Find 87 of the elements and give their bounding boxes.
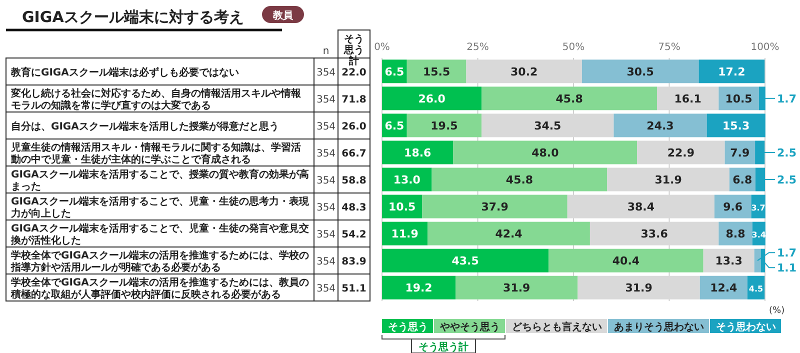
data-label: 3.4 (752, 230, 766, 240)
text: どちらとも言えない (512, 321, 602, 333)
data-label: 6.5 (384, 119, 404, 132)
data-label: 31.9 (625, 282, 652, 295)
x-tick-label: 50% (562, 42, 585, 53)
data-label: 2.5 (777, 174, 796, 186)
data-label: 19.2 (405, 282, 432, 295)
data-label: 1.7 (777, 92, 796, 106)
text: 58.8 (342, 176, 366, 186)
data-label: 9.6 (723, 200, 743, 214)
data-label: 30.2 (510, 65, 538, 78)
data-label: 1.7 (777, 246, 796, 260)
data-label: 16.1 (674, 92, 702, 106)
data-label: 38.4 (627, 200, 655, 214)
data-label: 3.7 (751, 204, 766, 213)
data-label: 18.6 (404, 146, 432, 160)
x-tick-label: 100% (750, 42, 780, 53)
y-tick-label: 自分は、GIGAスクール端末を活用した授業が得意だと思う (11, 120, 279, 132)
data-label: 6.5 (384, 65, 404, 78)
data-label: 45.8 (506, 174, 534, 186)
text: (%) (769, 306, 785, 316)
data-label: 4.5 (748, 284, 764, 294)
data-label: 40.4 (612, 254, 640, 268)
text: 22.0 (342, 68, 366, 78)
data-label: 17.2 (718, 65, 746, 78)
y-tick-label: 学校全体でGIGAスクール端末の活用を推進するためには、教員の積極的な取組が人事評価や校内評価に反映される必要がある (10, 276, 309, 300)
text: そう思わない (716, 321, 776, 333)
data-label: 48.0 (532, 146, 560, 160)
data-label: 12.4 (710, 282, 738, 295)
data-label: 2.5 (777, 146, 796, 160)
data-label: 22.9 (667, 146, 694, 160)
x-tick-label: 0% (374, 42, 390, 53)
data-label: 42.4 (495, 228, 523, 241)
text: そう思う計 (418, 341, 468, 353)
text: 26.0 (342, 122, 366, 132)
label-badge: 教員 (262, 6, 304, 23)
text: 354 (316, 202, 336, 214)
y-tick-label: 変化し続ける社会に対応するため、自身の情報活用スキルや情報モラルの知識を常に学び直すのは大変である (10, 88, 302, 112)
data-label: 15.3 (722, 119, 750, 132)
y-tick-label: GIGAスクール端末を活用することで、授業の質や教育の効果が高まった (11, 168, 309, 192)
text: そう思う (388, 321, 428, 333)
text: 51.1 (342, 284, 366, 294)
text: 354 (316, 122, 336, 132)
y-tick-label: 教育にGIGAスクール端末は必ずしも必要ではない (10, 66, 239, 78)
y-tick-label: GIGAスクール端末を活用することで、児童・生徒の発言や意見交換が活性化した (10, 222, 309, 246)
text: 54.2 (342, 230, 366, 240)
text: 83.9 (342, 256, 366, 268)
text: GIGAスクール端末に対する考え (22, 8, 244, 26)
text: 66.7 (342, 148, 366, 160)
text: ややそう思う (439, 321, 500, 333)
y-tick-label: 学校全体でGIGAスクール端末の活用を推進するためには、学校の指導方針や活用ルールが明確である必要がある (10, 250, 309, 274)
x-tick-label: 25% (466, 42, 489, 53)
data-label: 13.0 (393, 174, 421, 186)
text: 354 (316, 68, 336, 78)
text: 354 (316, 284, 336, 294)
data-label: 13.3 (715, 254, 742, 268)
text: 354 (316, 256, 336, 268)
data-label: 11.9 (391, 228, 418, 241)
text: あまりそう思わない (614, 321, 704, 333)
data-label: 26.0 (418, 92, 446, 106)
data-label: 30.5 (626, 65, 654, 78)
text: 354 (316, 176, 336, 186)
y-tick-label: GIGAスクール端末を活用することで、児童・生徒の思考力・表現力が向上した (11, 196, 310, 220)
data-label: 7.9 (730, 146, 750, 160)
text: 354 (316, 230, 336, 240)
data-label: 34.5 (534, 119, 562, 132)
text: 354 (316, 148, 336, 160)
data-label: 10.5 (388, 200, 416, 214)
data-label: 31.9 (654, 174, 682, 186)
data-label: 45.8 (556, 92, 583, 106)
y-tick-label: 児童生徒の情報活用スキル・情報モラルに関する知識は、学習活動の中で児童・生徒が主体的に学ぶことで育成される (10, 142, 301, 166)
data-label: 8.8 (726, 228, 746, 241)
data-label: 43.5 (452, 254, 479, 268)
data-label: 19.5 (430, 119, 458, 132)
data-label: 31.9 (503, 282, 530, 295)
data-label: 6.8 (732, 174, 752, 186)
data-label: 33.6 (640, 228, 668, 241)
text: 48.3 (342, 202, 366, 214)
data-label: 10.5 (725, 92, 752, 106)
data-label: 15.5 (423, 65, 450, 78)
data-label: 1.1 (777, 262, 796, 275)
data-label: 37.9 (481, 200, 508, 214)
text: 354 (316, 94, 336, 106)
text: n (322, 46, 330, 57)
data-label: 24.3 (646, 119, 674, 132)
x-tick-label: 75% (658, 42, 680, 53)
text: 71.8 (342, 94, 366, 106)
